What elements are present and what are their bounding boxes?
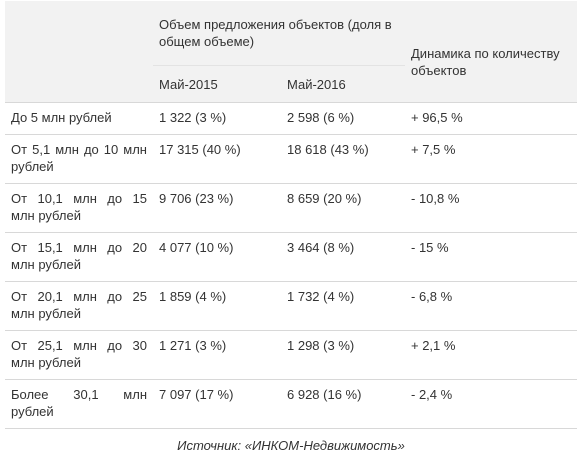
cell-dynamics: - 15 % xyxy=(405,232,577,282)
cell-may-2016: 8 659 (20 %) xyxy=(281,183,405,233)
table-row: От 20,1 млн до 25 млн рублей 1 859 (4 %)… xyxy=(5,281,577,331)
row-label: Более 30,1 млн рублей xyxy=(5,379,153,429)
cell-may-2015: 4 077 (10 %) xyxy=(153,232,281,282)
row-label: От 10,1 млн до 15 млн рублей xyxy=(5,183,153,233)
header-may-2016: Май-2016 xyxy=(281,65,405,103)
cell-may-2016: 18 618 (43 %) xyxy=(281,134,405,184)
table-row: Более 30,1 млн рублей 7 097 (17 %) 6 928… xyxy=(5,379,577,429)
cell-dynamics: - 10,8 % xyxy=(405,183,577,233)
header-volume: Объем предложения объектов (доля в общем… xyxy=(153,1,405,66)
cell-may-2015: 1 859 (4 %) xyxy=(153,281,281,331)
header-row: Объем предложения объектов (доля в общем… xyxy=(5,1,577,103)
cell-may-2015: 1 322 (3 %) xyxy=(153,102,281,135)
cell-may-2015: 17 315 (40 %) xyxy=(153,134,281,184)
table-row: От 5,1 млн до 10 млн рублей 17 315 (40 %… xyxy=(5,134,577,184)
cell-dynamics: - 6,8 % xyxy=(405,281,577,331)
cell-dynamics: + 2,1 % xyxy=(405,330,577,380)
table-row: До 5 млн рублей 1 322 (3 %) 2 598 (6 %) … xyxy=(5,102,577,135)
row-label: От 20,1 млн до 25 млн рублей xyxy=(5,281,153,331)
cell-may-2015: 9 706 (23 %) xyxy=(153,183,281,233)
table-row: От 25,1 млн до 30 млн рублей 1 271 (3 %)… xyxy=(5,330,577,380)
cell-may-2016: 1 732 (4 %) xyxy=(281,281,405,331)
cell-may-2015: 1 271 (3 %) xyxy=(153,330,281,380)
header-empty-cell xyxy=(5,1,153,103)
row-label: От 15,1 млн до 20 млн рублей xyxy=(5,232,153,282)
row-label: От 25,1 млн до 30 млн рублей xyxy=(5,330,153,380)
row-label: До 5 млн рублей xyxy=(5,102,153,135)
data-table: Объем предложения объектов (доля в общем… xyxy=(5,1,577,429)
cell-dynamics: + 7,5 % xyxy=(405,134,577,184)
cell-dynamics: + 96,5 % xyxy=(405,102,577,135)
cell-may-2016: 1 298 (3 %) xyxy=(281,330,405,380)
subheader-row: Май-2015 Май-2016 xyxy=(5,65,577,103)
cell-may-2016: 3 464 (8 %) xyxy=(281,232,405,282)
cell-may-2015: 7 097 (17 %) xyxy=(153,379,281,429)
row-label: От 5,1 млн до 10 млн рублей xyxy=(5,134,153,184)
table-row: От 15,1 млн до 20 млн рублей 4 077 (10 %… xyxy=(5,232,577,282)
table-row: От 10,1 млн до 15 млн рублей 9 706 (23 %… xyxy=(5,183,577,233)
header-dynamics: Динамика по количеству объектов xyxy=(405,1,577,103)
cell-dynamics: - 2,4 % xyxy=(405,379,577,429)
source-caption: Источник: «ИНКОМ-Недвижимость» xyxy=(177,438,405,453)
header-may-2015: Май-2015 xyxy=(153,65,281,103)
cell-may-2016: 2 598 (6 %) xyxy=(281,102,405,135)
cell-may-2016: 6 928 (16 %) xyxy=(281,379,405,429)
